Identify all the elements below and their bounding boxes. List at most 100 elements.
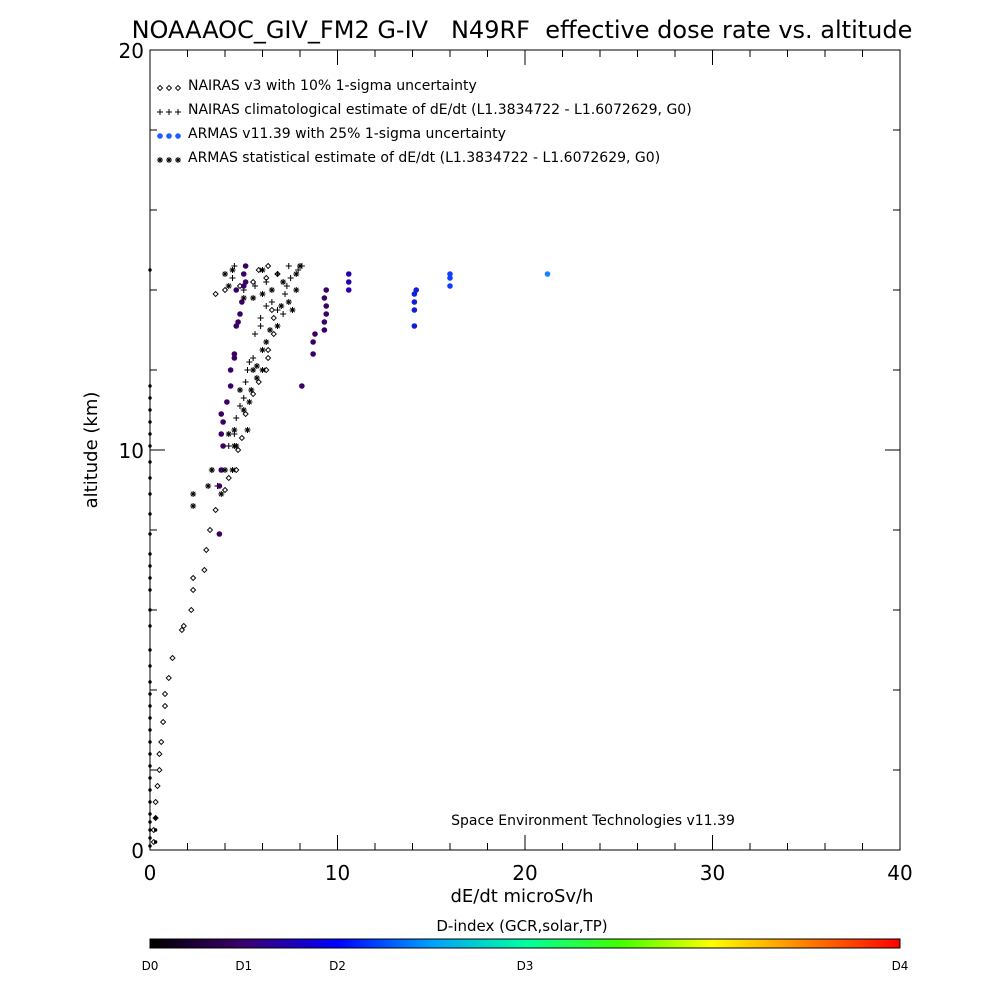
data-point [257,315,264,321]
data-point [156,750,163,758]
legend-label: NAIRAS climatological estimate of dE/dt … [188,102,692,118]
data-point [148,408,152,412]
data-point [411,307,418,313]
data-point [152,798,159,806]
data-point [218,411,225,417]
data-point [259,267,266,273]
data-point [221,486,229,494]
data-point [161,702,169,710]
legend-label: ARMAS statistical estimate of dE/dt (L1.… [188,150,660,166]
plot-frame [149,49,901,851]
data-point [225,283,232,289]
data-point [312,331,318,337]
data-point [264,354,272,362]
data-point [148,788,152,792]
data-point [233,466,240,474]
data-point [244,367,251,373]
data-point [148,764,152,768]
data-point [148,564,152,568]
data-point [148,836,152,840]
legend-marker [175,157,181,163]
data-point [278,303,285,309]
legend: NAIRAS v3 with 10% 1-sigma uncertainty NA… [156,78,692,166]
data-point [148,396,152,400]
colorbar-tick-label: D4 [892,959,909,973]
data-point [148,740,152,744]
data-point [252,331,258,337]
data-point [148,432,152,436]
data-point [221,286,229,294]
data-point [253,363,260,369]
data-point [257,323,264,329]
data-point [252,283,258,289]
data-point [231,427,238,433]
data-point [310,351,316,357]
data-point [216,483,223,489]
data-point [244,427,251,433]
legend-marker [174,84,182,92]
data-point [152,814,159,822]
data-point [148,576,152,580]
data-point [165,674,172,682]
data-point [148,800,152,804]
data-point [268,299,275,305]
data-point [225,443,232,449]
data-point [216,531,223,537]
data-point [148,692,152,696]
colorbar-tick-label: D0 [142,959,159,973]
data-point [229,275,236,281]
data-point [148,460,152,464]
colorbar [149,938,901,949]
data-point [345,279,352,285]
series-0 [150,262,281,846]
data-point [222,271,228,277]
y-axis-label: altitude (km) [81,392,102,509]
data-point [293,287,300,293]
data-point [237,311,243,317]
data-point [203,546,210,554]
data-point [285,299,292,305]
colorbar-tick-label: D1 [235,959,252,973]
colorbar-tick-label: D3 [517,959,534,973]
data-point [250,295,257,301]
axis-tick-labels: 0 10 20 30 40 0 10 20 [119,39,913,885]
data-point [321,327,328,333]
data-point [148,492,152,496]
data-point [148,664,152,668]
data-point [218,491,225,497]
data-point [234,446,242,454]
y-tick-label: 10 [119,439,144,463]
data-point [190,491,197,497]
data-point [249,278,257,286]
data-point [250,367,257,373]
data-point [264,346,272,354]
data-point [345,287,352,293]
data-point [270,314,277,322]
data-point [148,828,152,832]
data-point [148,844,152,848]
data-point [224,399,230,405]
data-point [293,271,300,277]
data-point [148,384,152,388]
data-point [148,588,152,592]
data-point [153,816,158,820]
data-point [158,738,165,746]
data-point [242,410,249,418]
data-point [148,476,152,480]
data-point [238,434,246,442]
data-point [283,283,290,289]
colorbar-label: D-index (GCR,solar,TP) [436,917,607,935]
data-point [148,812,152,816]
series-3 [190,263,303,509]
data-point [259,291,266,297]
colorbar-tick-labels: D0 D1 D2 D3 D4 [142,959,909,973]
data-point [280,279,287,285]
data-point [240,295,247,301]
data-point [235,319,241,325]
x-tick-label: 40 [887,861,912,885]
data-point [285,263,292,269]
data-point [246,399,253,405]
data-point [148,512,152,516]
data-point [189,574,197,582]
